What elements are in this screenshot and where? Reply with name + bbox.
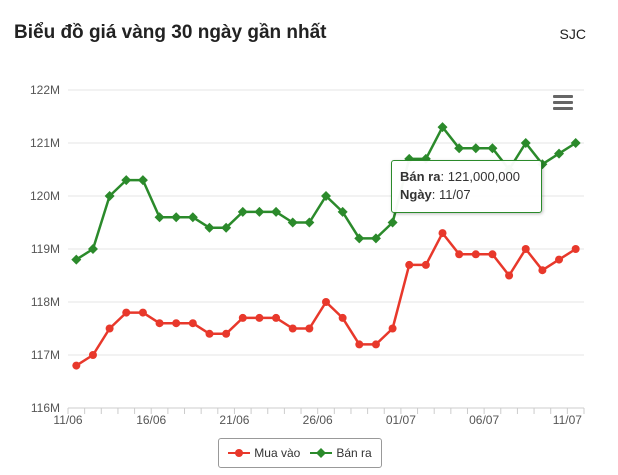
data-point-sell: [271, 206, 282, 217]
x-tick-label: 06/07: [469, 413, 499, 427]
data-point-buy: [288, 324, 297, 333]
data-point-buy: [405, 260, 414, 269]
x-tick-label: 11/06: [53, 413, 82, 427]
data-point-sell: [87, 244, 98, 254]
x-tick-label: 16/06: [136, 413, 166, 427]
legend-sell-marker-icon: [310, 448, 333, 458]
data-point-sell: [554, 148, 565, 159]
legend-buy-marker-icon: [228, 449, 251, 457]
data-point-buy: [238, 313, 247, 322]
data-point-buy: [322, 298, 330, 306]
data-point-buy: [138, 308, 147, 317]
source-label: SJC: [559, 26, 586, 42]
data-point-buy: [188, 319, 197, 328]
data-point-sell: [171, 212, 182, 223]
data-point-buy: [421, 260, 430, 269]
data-point-sell: [487, 143, 498, 154]
data-point-sell: [154, 212, 165, 223]
data-point-buy: [172, 319, 181, 328]
data-point-buy: [438, 229, 447, 238]
data-point-sell: [437, 122, 448, 133]
data-point-sell: [454, 143, 465, 154]
legend-sell-label: Bán ra: [336, 446, 372, 460]
data-point-buy: [471, 250, 480, 259]
x-tick-label: 26/06: [303, 413, 333, 427]
data-point-buy: [72, 361, 81, 370]
y-tick-label: 122M: [30, 83, 60, 97]
chart-legend: Mua vào Bán ra: [218, 438, 382, 468]
tooltip-date-label: Ngày: [400, 187, 432, 202]
data-point-buy: [571, 245, 580, 253]
data-point-sell: [570, 138, 581, 148]
x-tick-label: 21/06: [219, 413, 249, 427]
tooltip-date-value: 11/07: [439, 187, 471, 202]
data-point-sell: [254, 206, 265, 217]
tooltip-price-row: Bán ra: 121,000,000: [400, 169, 520, 184]
x-tick-label: 01/07: [386, 413, 416, 427]
y-tick-label: 121M: [30, 136, 60, 150]
data-point-sell: [304, 217, 315, 228]
data-point-buy: [538, 266, 547, 275]
y-tick-label: 120M: [30, 189, 60, 203]
tooltip-date-row: Ngày: 11/07: [400, 187, 471, 202]
data-point-sell: [387, 217, 398, 228]
data-point-sell: [287, 217, 298, 228]
data-point-sell: [354, 233, 365, 244]
legend-buy-label: Mua vào: [254, 446, 301, 460]
hamburger-menu-icon[interactable]: [553, 95, 573, 111]
data-point-buy: [505, 271, 514, 280]
legend-item-buy[interactable]: Mua vào: [228, 446, 300, 460]
data-point-sell: [470, 143, 481, 154]
data-point-buy: [455, 250, 464, 259]
data-point-sell: [370, 233, 381, 244]
chart-tooltip: Bán ra: 121,000,000 Ngày: 11/07: [391, 160, 542, 213]
data-point-buy: [521, 245, 530, 253]
data-point-buy: [205, 329, 214, 338]
data-point-buy: [222, 329, 231, 338]
data-point-buy: [388, 324, 397, 333]
data-point-sell: [337, 206, 348, 217]
data-point-buy: [272, 313, 281, 322]
x-tick-label: 11/07: [553, 413, 582, 427]
y-tick-label: 119M: [31, 242, 60, 256]
data-point-buy: [371, 340, 380, 349]
tooltip-price-value: 121,000,000: [447, 169, 520, 184]
data-point-sell: [204, 222, 215, 233]
data-point-buy: [355, 340, 364, 349]
y-tick-label: 117M: [31, 348, 60, 362]
data-point-sell: [137, 175, 148, 186]
data-point-buy: [88, 351, 97, 359]
data-point-sell: [71, 254, 82, 265]
data-point-sell: [221, 222, 232, 233]
data-point-sell: [520, 138, 531, 148]
data-point-sell: [104, 191, 115, 201]
data-point-buy: [255, 313, 264, 322]
data-point-buy: [305, 324, 314, 333]
data-point-buy: [488, 250, 497, 259]
tooltip-price-label: Bán ra: [400, 169, 441, 184]
data-point-sell: [187, 212, 198, 223]
data-point-sell: [121, 175, 132, 186]
data-point-sell: [321, 191, 331, 201]
y-tick-label: 118M: [31, 295, 60, 309]
data-point-sell: [237, 206, 248, 217]
data-point-buy: [555, 255, 564, 264]
data-point-buy: [338, 313, 347, 322]
data-point-buy: [155, 319, 164, 328]
data-point-buy: [122, 308, 131, 317]
chart-title: Biểu đồ giá vàng 30 ngày gần nhất: [14, 22, 327, 43]
data-point-buy: [105, 324, 114, 333]
legend-item-sell[interactable]: Bán ra: [310, 446, 372, 460]
y-tick-label: 116M: [31, 401, 60, 415]
